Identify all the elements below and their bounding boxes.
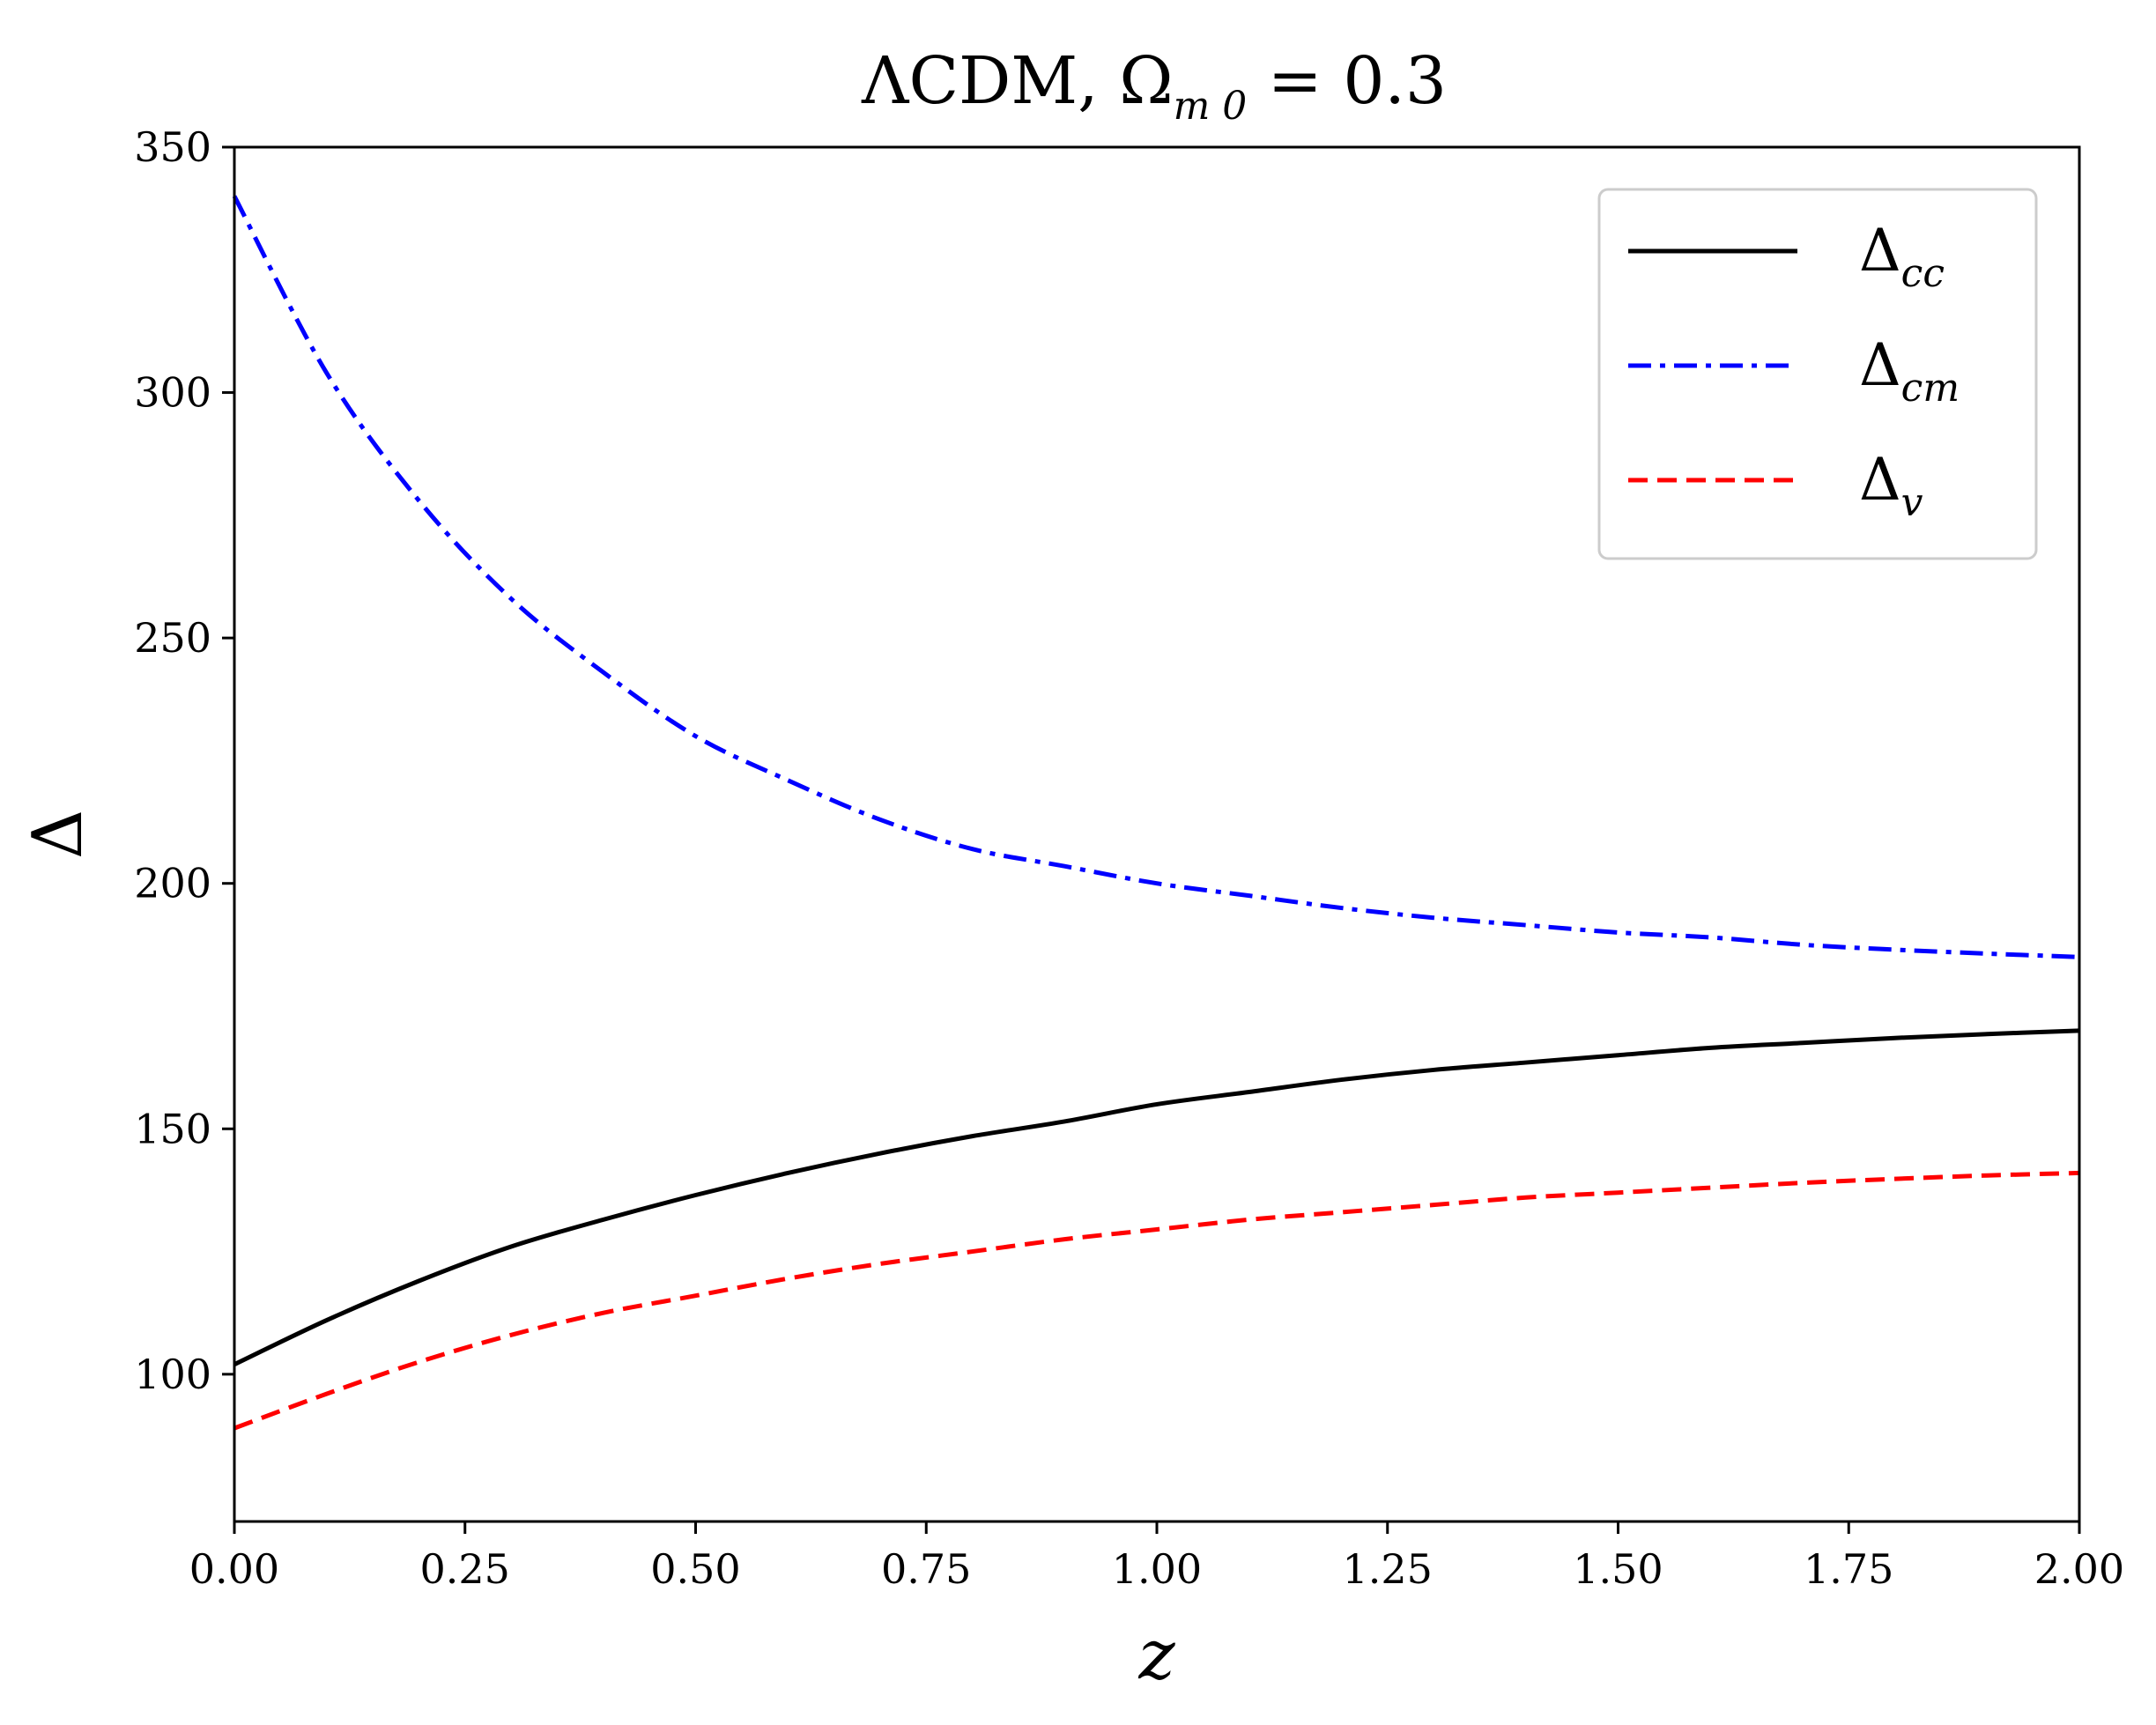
x-tick-label: 2.00 [2034,1545,2124,1593]
plot-area: 0.00 0.25 0.50 0.75 1.00 1.25 1.50 1.75 2.00 100… [134,123,2124,1593]
x-tick-label: 0.50 [650,1545,740,1593]
y-tick-label: 100 [134,1351,211,1398]
x-tick-label: 1.75 [1804,1545,1893,1593]
legend-entries: Δcc Δcm Δv [1628,217,1960,525]
series-line-cc [233,1028,2080,1366]
legend-box [1597,188,2038,560]
y-tick-label: 350 [134,123,211,171]
y-axis-ticks: 100 150 200 250 300 350 [134,123,234,1398]
x-axis-ticks: 0.00 0.25 0.50 0.75 1.00 1.25 1.50 1.75 2.00 [189,1521,2124,1593]
x-tick-label: 0.75 [881,1545,971,1593]
chart-title-tail: = 0.3 [1247,43,1447,119]
chart-title-subscript: m 0 [1174,84,1248,129]
x-tick-label: 1.00 [1112,1545,1202,1593]
series-line-v [233,1170,2080,1431]
y-tick-label: 300 [134,369,211,417]
y-tick-label: 150 [134,1105,211,1152]
x-tick-label: 1.25 [1343,1545,1433,1593]
y-tick-label: 200 [134,860,211,907]
y-tick-label: 250 [134,614,211,662]
legend-label-cc: Δcc [1859,217,1945,296]
legend-label-v: Δv [1859,446,1923,525]
x-tick-label: 0.00 [189,1545,279,1593]
legend-label-cm: Δcm [1859,331,1960,411]
x-axis-label: z [1137,1616,1175,1695]
y-axis-label: Δ [19,810,98,859]
series-layer [232,195,2080,1431]
series-line-cm [232,195,2080,959]
x-tick-label: 1.50 [1573,1545,1663,1593]
legend: Δcc Δcm Δv [1597,188,2038,560]
x-tick-label: 0.25 [420,1545,510,1593]
chart-title: ΛCDM, Ωm 0 = 0.3 [861,43,1447,129]
chart-title-main: ΛCDM, Ω [861,43,1174,119]
